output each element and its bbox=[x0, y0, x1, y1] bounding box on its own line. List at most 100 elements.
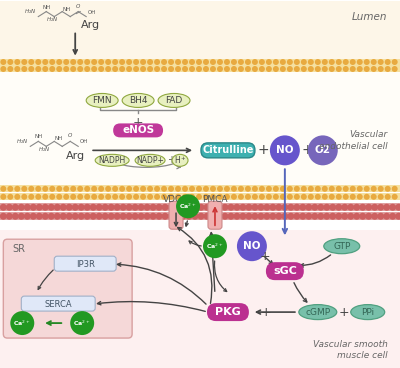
Text: $O$: $O$ bbox=[75, 1, 81, 10]
Text: $O$: $O$ bbox=[67, 131, 73, 139]
FancyBboxPatch shape bbox=[3, 239, 132, 338]
Text: Ca$^{2+}$: Ca$^{2+}$ bbox=[73, 318, 91, 328]
Circle shape bbox=[66, 204, 73, 211]
Circle shape bbox=[12, 213, 19, 220]
Circle shape bbox=[133, 59, 139, 65]
Circle shape bbox=[336, 186, 342, 192]
FancyBboxPatch shape bbox=[169, 201, 183, 229]
Circle shape bbox=[263, 213, 270, 220]
Circle shape bbox=[238, 59, 244, 65]
Circle shape bbox=[266, 66, 272, 72]
Circle shape bbox=[54, 213, 61, 220]
Bar bbox=[0, 230, 400, 368]
Ellipse shape bbox=[172, 154, 188, 166]
Circle shape bbox=[336, 59, 342, 65]
Circle shape bbox=[112, 66, 118, 72]
Text: eNOS: eNOS bbox=[122, 125, 154, 135]
Bar bbox=[0, 212, 400, 220]
Circle shape bbox=[147, 186, 153, 192]
Circle shape bbox=[144, 204, 150, 211]
Circle shape bbox=[156, 204, 162, 211]
Text: SR: SR bbox=[12, 244, 25, 254]
Circle shape bbox=[217, 66, 223, 72]
Circle shape bbox=[311, 213, 318, 220]
Circle shape bbox=[60, 213, 67, 220]
Text: VDCC: VDCC bbox=[163, 195, 189, 204]
Circle shape bbox=[105, 186, 111, 192]
Circle shape bbox=[112, 59, 118, 65]
Circle shape bbox=[154, 186, 160, 192]
Circle shape bbox=[204, 213, 210, 220]
Circle shape bbox=[317, 213, 324, 220]
Circle shape bbox=[231, 66, 237, 72]
Circle shape bbox=[198, 213, 204, 220]
Circle shape bbox=[147, 66, 153, 72]
Circle shape bbox=[56, 194, 62, 200]
Circle shape bbox=[21, 194, 27, 200]
Circle shape bbox=[147, 194, 153, 200]
Circle shape bbox=[329, 204, 336, 211]
FancyBboxPatch shape bbox=[208, 201, 222, 229]
Circle shape bbox=[287, 204, 294, 211]
Circle shape bbox=[7, 66, 13, 72]
Circle shape bbox=[210, 204, 216, 211]
Circle shape bbox=[108, 213, 115, 220]
Circle shape bbox=[322, 194, 328, 200]
Circle shape bbox=[371, 194, 377, 200]
Text: NADPH: NADPH bbox=[98, 156, 126, 165]
Circle shape bbox=[293, 213, 300, 220]
Circle shape bbox=[161, 194, 167, 200]
Circle shape bbox=[323, 204, 330, 211]
Text: NH: NH bbox=[42, 4, 50, 10]
Circle shape bbox=[0, 186, 6, 192]
Circle shape bbox=[252, 66, 258, 72]
Circle shape bbox=[84, 194, 90, 200]
Circle shape bbox=[77, 66, 83, 72]
Circle shape bbox=[49, 66, 55, 72]
Circle shape bbox=[246, 204, 252, 211]
Circle shape bbox=[18, 213, 25, 220]
Circle shape bbox=[238, 194, 244, 200]
Circle shape bbox=[222, 213, 228, 220]
Circle shape bbox=[273, 59, 279, 65]
Circle shape bbox=[231, 59, 237, 65]
Circle shape bbox=[192, 213, 198, 220]
Circle shape bbox=[84, 186, 90, 192]
Circle shape bbox=[364, 59, 370, 65]
Text: +: + bbox=[339, 305, 349, 319]
Bar bbox=[0, 193, 400, 200]
Circle shape bbox=[35, 59, 41, 65]
Circle shape bbox=[49, 186, 55, 192]
Circle shape bbox=[196, 59, 202, 65]
Circle shape bbox=[245, 186, 251, 192]
Circle shape bbox=[273, 66, 279, 72]
Ellipse shape bbox=[86, 93, 118, 107]
Circle shape bbox=[357, 194, 363, 200]
Circle shape bbox=[96, 204, 103, 211]
Circle shape bbox=[105, 194, 111, 200]
Circle shape bbox=[168, 194, 174, 200]
Circle shape bbox=[63, 186, 69, 192]
Circle shape bbox=[224, 186, 230, 192]
Circle shape bbox=[28, 66, 34, 72]
Circle shape bbox=[24, 204, 31, 211]
Circle shape bbox=[287, 186, 293, 192]
Circle shape bbox=[259, 66, 265, 72]
Circle shape bbox=[234, 213, 240, 220]
Circle shape bbox=[371, 59, 377, 65]
Circle shape bbox=[270, 135, 300, 165]
Circle shape bbox=[203, 234, 227, 258]
Ellipse shape bbox=[324, 239, 360, 254]
Circle shape bbox=[30, 204, 37, 211]
Circle shape bbox=[133, 186, 139, 192]
Circle shape bbox=[168, 59, 174, 65]
Circle shape bbox=[269, 204, 276, 211]
Circle shape bbox=[84, 213, 91, 220]
Circle shape bbox=[105, 66, 111, 72]
Text: sGC: sGC bbox=[273, 266, 297, 276]
Circle shape bbox=[77, 59, 83, 65]
Circle shape bbox=[238, 66, 244, 72]
Circle shape bbox=[389, 204, 396, 211]
Circle shape bbox=[224, 59, 230, 65]
Circle shape bbox=[84, 59, 90, 65]
